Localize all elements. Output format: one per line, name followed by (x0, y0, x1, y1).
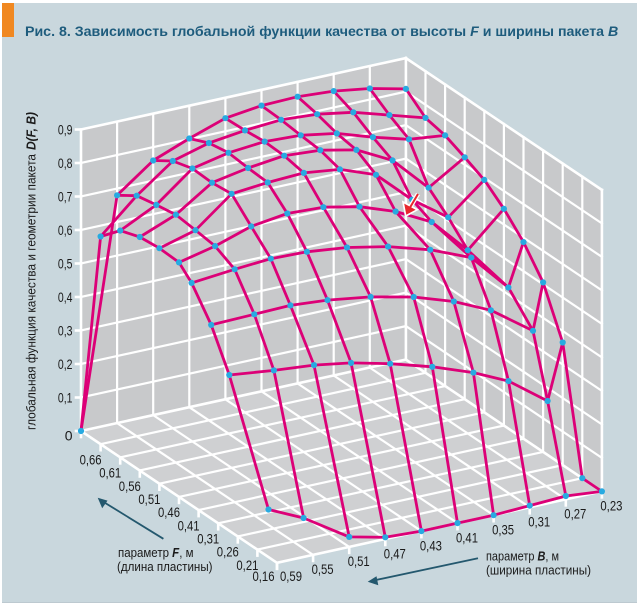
svg-text:0,47: 0,47 (384, 545, 406, 561)
svg-text:0,7: 0,7 (58, 188, 73, 204)
svg-text:0,46: 0,46 (158, 504, 180, 520)
svg-text:0,21: 0,21 (236, 557, 258, 573)
svg-text:0,56: 0,56 (119, 478, 141, 494)
svg-text:0,26: 0,26 (217, 544, 239, 560)
svg-text:параметр F, м: параметр F, м (118, 546, 194, 560)
svg-text:(ширина пластины): (ширина пластины) (486, 564, 591, 578)
svg-text:0,59: 0,59 (280, 568, 302, 584)
svg-text:0,5: 0,5 (58, 255, 73, 271)
svg-text:0,6: 0,6 (58, 222, 73, 238)
svg-text:0,41: 0,41 (178, 517, 200, 533)
svg-text:0,31: 0,31 (528, 514, 550, 530)
svg-text:D(F, B): D(F, B) (25, 112, 39, 150)
svg-text:0,55: 0,55 (312, 561, 334, 577)
svg-text:0,51: 0,51 (348, 553, 370, 569)
svg-text:0,35: 0,35 (492, 522, 514, 538)
svg-text:0,3: 0,3 (58, 322, 73, 338)
svg-text:0,4: 0,4 (58, 289, 73, 305)
svg-text:0,23: 0,23 (600, 498, 622, 514)
svg-text:0,9: 0,9 (58, 121, 73, 137)
svg-text:глобальная функция качества и: глобальная функция качества и геометрии … (25, 154, 39, 430)
svg-text:0,66: 0,66 (80, 452, 102, 468)
svg-text:0,16: 0,16 (253, 568, 275, 584)
svg-text:0,43: 0,43 (420, 537, 442, 553)
svg-text:0,31: 0,31 (197, 531, 219, 547)
svg-text:0: 0 (65, 427, 73, 443)
svg-text:параметр B, м: параметр B, м (486, 550, 559, 564)
svg-text:(длина пластины): (длина пластины) (117, 560, 213, 574)
svg-text:0,1: 0,1 (58, 389, 73, 405)
svg-text:0,41: 0,41 (456, 529, 478, 545)
svg-text:0,8: 0,8 (58, 155, 73, 171)
svg-text:0,2: 0,2 (58, 356, 73, 372)
svg-text:0,27: 0,27 (564, 506, 586, 522)
svg-text:0,61: 0,61 (99, 465, 121, 481)
svg-text:0,51: 0,51 (138, 491, 160, 507)
